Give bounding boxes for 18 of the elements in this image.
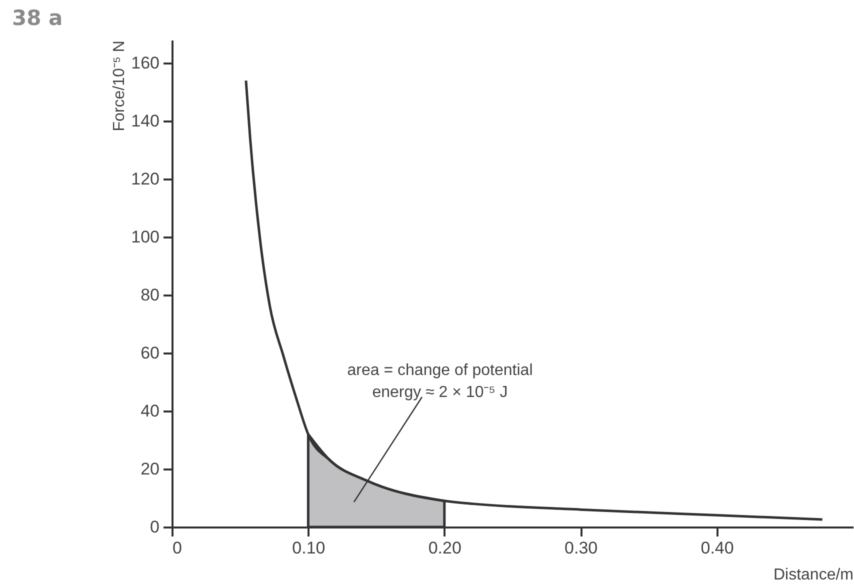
y-tick-label: 120 xyxy=(131,170,160,189)
y-tick-label: 160 xyxy=(131,54,160,73)
y-axis-title: Force/10⁻⁵ N xyxy=(111,40,128,132)
x-tick-label: 0 xyxy=(172,538,182,558)
y-tick-label: 40 xyxy=(140,402,160,421)
y-tick-label: 80 xyxy=(140,286,160,305)
y-tick-label: 60 xyxy=(140,344,160,363)
x-tick-label: 0.40 xyxy=(700,538,734,558)
y-tick-label: 140 xyxy=(131,112,160,131)
x-tick-label: 0.30 xyxy=(564,538,598,558)
chart-title: 38 a xyxy=(12,6,63,30)
x-axis-title: Distance/m xyxy=(773,566,854,584)
y-tick-label: 100 xyxy=(131,228,160,247)
x-tick-label: 0.10 xyxy=(292,538,326,558)
y-tick-label: 0 xyxy=(150,518,160,536)
annotation: area = change of potential energy ≈ 2 × 10⁻⁵ J xyxy=(347,362,533,401)
y-tick-label: 20 xyxy=(140,460,160,479)
x-tick-label: 0.20 xyxy=(428,538,462,558)
